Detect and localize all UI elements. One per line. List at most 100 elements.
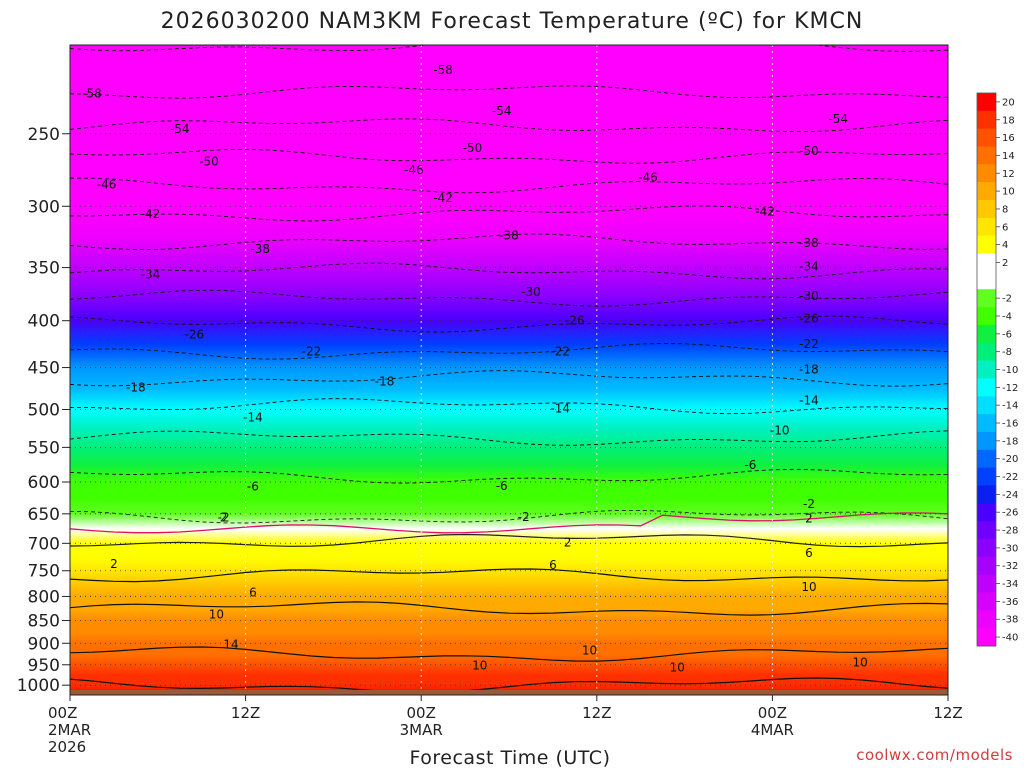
contour-label: -26 xyxy=(565,314,585,328)
colorbar-swatch xyxy=(977,200,996,219)
contour-label: -42 xyxy=(755,205,775,219)
contour-labels: -58 -58 -54 -54 -54 -50 -50 -50 -46 -46 -46 -42 -42 -… xyxy=(82,63,868,675)
ground-surface xyxy=(70,689,948,695)
colorbar-swatch xyxy=(977,128,996,148)
colorbar-label: -2 xyxy=(1002,294,1012,305)
x-axis-label: Forecast Time (UTC) xyxy=(410,747,611,768)
contour-label: -58 xyxy=(82,87,102,101)
contour-label: -54 xyxy=(828,112,848,126)
y-tick-label: 850 xyxy=(28,612,60,632)
contour-label: -30 xyxy=(521,285,541,299)
contour-label: -38 xyxy=(250,242,270,256)
contour-label: -18 xyxy=(375,374,395,388)
y-tick-label: 750 xyxy=(28,562,60,582)
credit-label: coolwx.com/models xyxy=(856,746,1013,764)
colorbar-label: -26 xyxy=(1002,508,1018,519)
contour-label: 10 xyxy=(209,607,224,621)
x-tick-label: 00Z xyxy=(48,704,77,722)
colorbar-swatch xyxy=(977,164,996,183)
colorbar-label: -8 xyxy=(1002,347,1012,358)
contour-label: 2 xyxy=(220,510,228,524)
contour-label: -22 xyxy=(550,344,570,358)
isotherm-6 xyxy=(70,568,948,583)
contour-label: -2 xyxy=(803,497,815,511)
contour-label: -2 xyxy=(218,510,230,524)
y-tick-label: 350 xyxy=(28,259,60,279)
contour-label: 10 xyxy=(853,655,868,669)
contour-label: -22 xyxy=(799,337,819,351)
contour-label: 6 xyxy=(805,546,813,560)
contour-label: -2 xyxy=(518,510,530,524)
contour-label: -54 xyxy=(170,122,190,136)
colorbar-swatch xyxy=(977,538,996,558)
y-tick-label: 950 xyxy=(28,656,60,676)
colorbar-swatch xyxy=(977,110,996,130)
chart-title: 2026030200 NAM3KM Forecast Temperature (… xyxy=(161,9,864,34)
plot-frame xyxy=(69,44,949,696)
colorbar-label: -18 xyxy=(1002,436,1018,447)
contour-label: -42 xyxy=(433,191,453,205)
colorbar-swatch xyxy=(977,592,996,611)
colorbar-swatch xyxy=(977,628,996,647)
x-tick-label: 4MAR xyxy=(751,721,794,739)
colorbar-swatch xyxy=(977,610,996,629)
contour-label: -14 xyxy=(550,402,570,416)
colorbar-swatch xyxy=(977,307,996,326)
contour-label: -18 xyxy=(126,380,146,394)
temperature-field xyxy=(70,45,948,695)
colorbar-swatch xyxy=(977,485,996,504)
colorbar-swatch xyxy=(977,342,996,362)
contour-label: -22 xyxy=(302,344,322,358)
contour-label: 6 xyxy=(549,558,557,572)
contour-label: -46 xyxy=(404,163,424,177)
colorbar-swatch xyxy=(977,324,996,344)
contour-label: 6 xyxy=(249,585,257,599)
contour-label: 2 xyxy=(564,536,572,550)
contour-label: -26 xyxy=(799,312,819,326)
x-tick-label: 2MAR xyxy=(48,721,91,739)
contour-label: -50 xyxy=(463,141,483,155)
contour-label: -6 xyxy=(247,480,259,494)
contour-label: -10 xyxy=(770,423,790,437)
colorbar-label: -22 xyxy=(1002,472,1018,483)
colorbar-label: -32 xyxy=(1002,561,1018,572)
colorbar-swatch xyxy=(977,182,996,201)
contour-label: -14 xyxy=(799,394,819,408)
colorbar-label: 14 xyxy=(1002,151,1015,162)
y-tick-label: 450 xyxy=(28,359,60,379)
contour-label: -50 xyxy=(199,154,219,168)
x-tick-label: 12Z xyxy=(582,704,611,722)
contour-label: -26 xyxy=(185,327,205,341)
colorbar-swatch xyxy=(977,235,996,255)
colorbar-label: -34 xyxy=(1002,579,1018,590)
freezing-line xyxy=(70,512,948,534)
contour-label: 2 xyxy=(110,557,118,571)
colorbar-label: 16 xyxy=(1002,133,1015,144)
isotherm-14 xyxy=(70,646,948,662)
colorbar-label: -38 xyxy=(1002,615,1018,626)
colorbar-swatch xyxy=(977,93,996,112)
colorbar-label: -4 xyxy=(1002,311,1012,322)
y-tick-label: 550 xyxy=(28,438,60,458)
colorbar-swatch xyxy=(977,414,996,433)
grid-lines xyxy=(70,45,948,695)
contour-label: -46 xyxy=(638,170,658,184)
contour-label: -58 xyxy=(433,63,453,77)
colorbar-swatch xyxy=(977,396,996,415)
colorbar-swatch xyxy=(977,271,996,290)
y-axis: 2503003504004505005506006507007508008509… xyxy=(17,125,70,696)
contour-label: -6 xyxy=(744,458,756,472)
isotherm-18 xyxy=(70,677,948,694)
contour-label: -18 xyxy=(799,362,819,376)
colorbar-label: -12 xyxy=(1002,383,1018,394)
x-tick-label: 12Z xyxy=(933,704,962,722)
colorbar-label: 6 xyxy=(1002,222,1008,233)
contour-label: -30 xyxy=(799,289,819,303)
colorbar-swatch xyxy=(977,521,996,540)
x-tick-label: 2026 xyxy=(48,738,86,756)
contour-label: -34 xyxy=(799,259,819,273)
contour-label: -38 xyxy=(799,236,819,250)
y-tick-label: 700 xyxy=(28,534,60,554)
y-tick-label: 600 xyxy=(28,473,60,493)
x-tick-label: 3MAR xyxy=(400,721,443,739)
